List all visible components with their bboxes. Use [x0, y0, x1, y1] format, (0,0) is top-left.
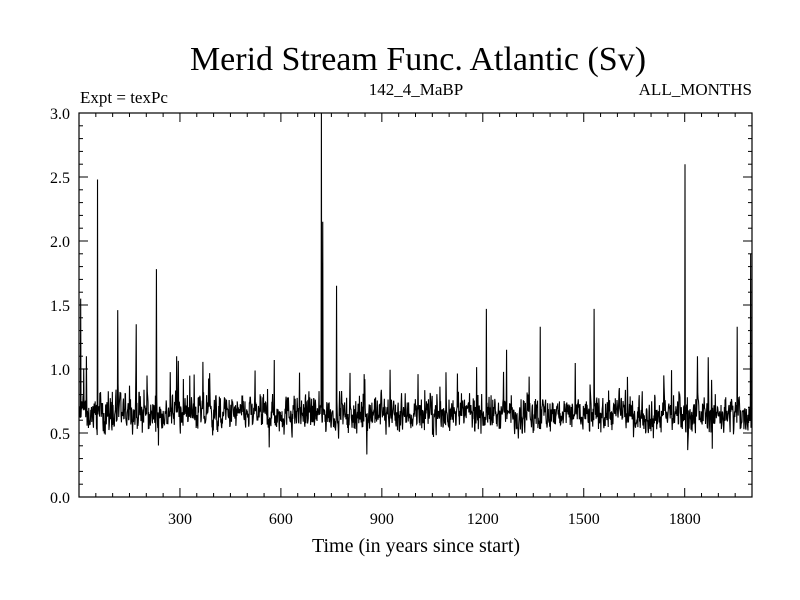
x-tick-label: 1200	[467, 511, 499, 528]
y-tick-label: 1.0	[50, 362, 70, 379]
x-tick-label: 600	[269, 511, 293, 528]
x-tick-label: 900	[370, 511, 394, 528]
x-tick-label: 1500	[568, 511, 600, 528]
y-tick-label: 2.0	[50, 234, 70, 251]
series-line	[78, 112, 753, 455]
x-tick-label: 300	[168, 511, 192, 528]
y-tick-label: 3.0	[50, 106, 70, 123]
series-layer	[78, 112, 753, 455]
y-tick-label: 0.5	[50, 426, 70, 443]
y-tick-label: 1.5	[50, 298, 70, 315]
y-tick-label: 0.0	[50, 490, 70, 507]
chart-title: Merid Stream Func. Atlantic (Sv)	[190, 41, 646, 78]
y-tick-label: 2.5	[50, 170, 70, 187]
ticks-layer: 300 600 900 1200 1500 1800 0.0 0.5 1.0 1.5 2.0 2.5 3…	[50, 106, 752, 528]
x-axis-label: Time (in years since start)	[312, 535, 520, 557]
x-tick-label: 1800	[669, 511, 701, 528]
months-label: ALL_MONTHS	[639, 80, 752, 99]
plot-frame	[78, 112, 753, 498]
experiment-label: Expt = texPc	[80, 88, 168, 107]
period-label: 142_4_MaBP	[369, 80, 463, 99]
